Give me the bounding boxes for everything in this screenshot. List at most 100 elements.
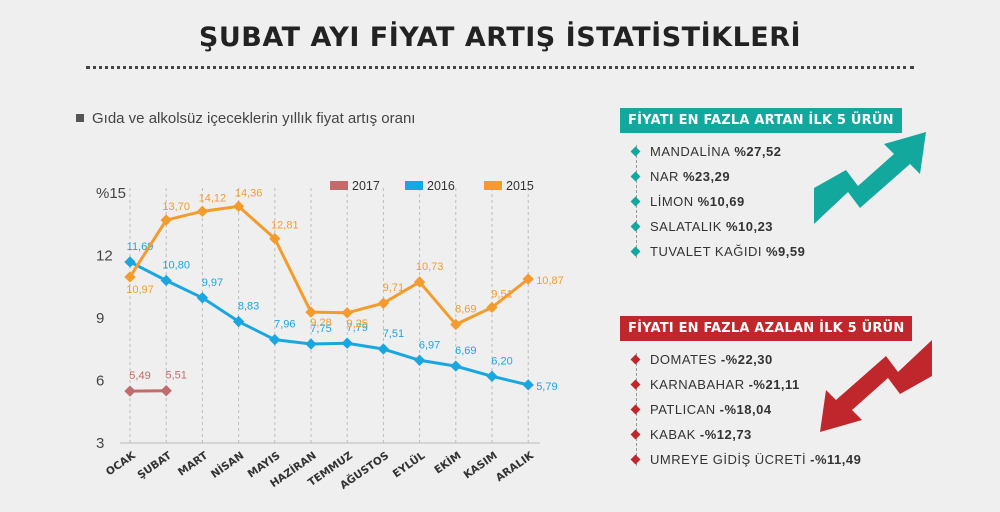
item-value: -%22,30 — [720, 352, 773, 367]
legend-label: 2017 — [352, 179, 380, 193]
legend-swatch — [405, 181, 423, 190]
data-label-2015: 12,81 — [271, 220, 299, 232]
list-item: MANDALİNA %27,52 — [630, 139, 902, 164]
bullet-square-icon — [76, 114, 84, 122]
data-label-2015: 8,69 — [455, 303, 476, 315]
list-item: LİMON %10,69 — [630, 189, 902, 214]
data-label-2016: 6,20 — [491, 355, 512, 367]
data-point-2015 — [522, 273, 534, 285]
diamond-bullet-icon — [630, 354, 641, 365]
data-point-2016 — [124, 256, 136, 268]
data-point-2016 — [232, 315, 245, 328]
trend-up-arrow-icon — [814, 132, 926, 224]
item-value: %9,59 — [766, 244, 806, 259]
data-label-2015: 9,25 — [346, 318, 367, 330]
item-name: NAR — [650, 169, 679, 184]
data-label-2015: 10,73 — [416, 261, 444, 273]
item-name: MANDALİNA — [650, 144, 731, 159]
data-point-2016 — [160, 274, 172, 287]
page-title: ŞUBAT AYI FİYAT ARTIŞ İSTATİSTİKLERİ — [198, 22, 802, 53]
x-tick-label: ŞUBAT — [135, 449, 174, 481]
data-point-2015 — [232, 200, 245, 212]
diamond-bullet-icon — [630, 221, 641, 232]
data-label-2015: 13,70 — [162, 201, 190, 213]
diamond-bullet-icon — [630, 404, 641, 415]
legend-label: 2015 — [506, 179, 534, 193]
data-point-2017 — [160, 385, 172, 397]
dotted-divider — [86, 66, 914, 69]
list-item: DOMATES -%22,30 — [630, 347, 912, 372]
diamond-bullet-icon — [630, 429, 641, 440]
y-tick-label: 9 — [96, 310, 104, 327]
data-label-2015: 14,36 — [235, 187, 263, 199]
y-tick-label: 6 — [96, 373, 104, 390]
data-label-2015: 9,71 — [383, 282, 404, 294]
data-point-2017 — [124, 385, 136, 397]
diamond-bullet-icon — [630, 146, 641, 157]
data-label-2016: 7,96 — [274, 319, 295, 331]
item-name: TUVALET KAĞIDI — [650, 244, 762, 259]
data-label-2016: 5,79 — [536, 381, 557, 393]
diamond-bullet-icon — [630, 246, 641, 257]
item-name: KARNABAHAR — [650, 377, 745, 392]
data-point-2015 — [305, 306, 317, 318]
list-item: TUVALET KAĞIDI %9,59 — [630, 239, 902, 264]
diamond-bullet-icon — [630, 171, 641, 182]
data-point-2016 — [450, 360, 462, 372]
diamond-bullet-icon — [630, 196, 641, 207]
data-point-2016 — [196, 292, 209, 304]
x-tick-label: MART — [176, 449, 211, 478]
data-label-2016: 7,51 — [383, 328, 404, 340]
list-item: SALATALIK %10,23 — [630, 214, 902, 239]
x-tick-label: NİSAN — [208, 448, 246, 481]
data-point-2016 — [486, 370, 498, 382]
data-label-2016: 7,79 — [346, 322, 367, 334]
item-name: LİMON — [650, 194, 694, 209]
data-label-2016: 9,97 — [202, 277, 223, 289]
item-name: DOMATES — [650, 352, 717, 367]
data-label-2016: 10,80 — [162, 260, 190, 272]
x-tick-label: KASIM — [462, 450, 500, 482]
list-item: PATLICAN -%18,04 — [630, 397, 912, 422]
diamond-bullet-icon — [630, 454, 641, 465]
data-label-2015: 9,28 — [310, 317, 331, 329]
y-tick-label: %15 — [96, 185, 126, 202]
data-label-2015: 14,12 — [199, 192, 227, 204]
data-point-2016 — [341, 337, 353, 349]
data-point-2016 — [413, 354, 426, 366]
legend-swatch — [484, 181, 502, 190]
data-label-2017: 5,49 — [129, 370, 150, 382]
legend-swatch — [330, 181, 348, 190]
top-increase-list: MANDALİNA %27,52 NAR %23,29 LİMON %10,69 SA… — [630, 139, 902, 264]
data-point-2016 — [305, 338, 317, 350]
data-label-2015: 10,87 — [536, 275, 564, 287]
item-name: KABAK — [650, 427, 696, 442]
data-point-2015 — [413, 276, 426, 288]
x-tick-label: EKİM — [431, 448, 463, 476]
item-name: SALATALIK — [650, 219, 722, 234]
data-label-2016: 7,75 — [310, 323, 331, 335]
item-value: -%18,04 — [719, 402, 772, 417]
data-label-2015: 9,51 — [491, 288, 512, 300]
top-decrease-heading: FİYATI EN FAZLA AZALAN İLK 5 ÜRÜN — [620, 316, 913, 341]
top-increase-heading: FİYATI EN FAZLA ARTAN İLK 5 ÜRÜN — [620, 108, 902, 133]
list-item: UMREYE GİDİŞ ÜCRETİ -%11,49 — [630, 447, 912, 472]
top-decrease-list: DOMATES -%22,30 KARNABAHAR -%21,11 PATLICA… — [630, 347, 912, 472]
data-point-2015 — [450, 318, 462, 331]
item-value: %10,69 — [697, 194, 745, 209]
top-decrease-panel: FİYATI EN FAZLA AZALAN İLK 5 ÜRÜN DOMATE… — [620, 316, 913, 472]
series-line-2015 — [128, 204, 530, 326]
list-item: KARNABAHAR -%21,11 — [630, 372, 912, 397]
chart-subtitle-text: Gıda ve alkolsüz içeceklerin yıllık fiya… — [92, 110, 416, 127]
diamond-bullet-icon — [630, 379, 641, 390]
series-line-2016 — [129, 260, 529, 387]
data-label-2016: 6,97 — [419, 339, 440, 351]
y-tick-label: 12 — [96, 248, 113, 265]
data-label-2016: 6,69 — [455, 345, 476, 357]
data-point-2016 — [269, 334, 281, 346]
x-tick-label: EYLÜL — [390, 448, 428, 480]
data-point-2016 — [377, 343, 390, 355]
x-tick-label: ARALIK — [494, 449, 537, 484]
